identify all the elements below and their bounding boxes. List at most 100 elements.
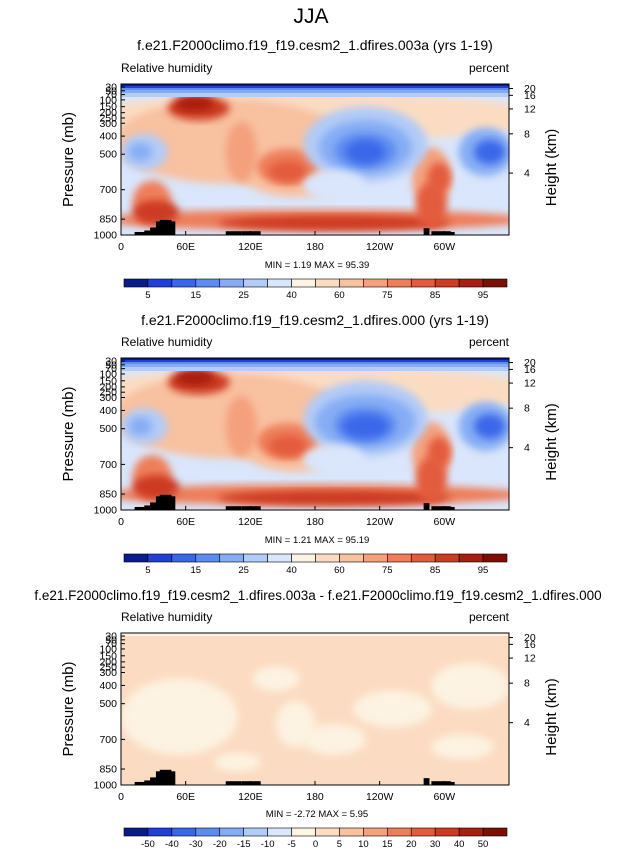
colorbar-box (387, 553, 412, 563)
terrain-block (241, 231, 261, 235)
contour-region (346, 139, 385, 165)
y-tick-label: 50 (105, 634, 117, 646)
colorbar-box (291, 827, 316, 837)
y-tick-label: 250 (99, 112, 117, 124)
terrain-block (241, 781, 261, 785)
terrain-block (134, 231, 147, 235)
contour-field (121, 633, 509, 785)
x-tick-label: 60W (434, 516, 456, 528)
min-max-stats: MIN = 1.19 MAX = 95.39 (265, 260, 370, 271)
y-tick-label: 150 (99, 101, 117, 113)
y-axis-label-right: Height (km) (543, 403, 560, 481)
units-label: percent (469, 610, 510, 624)
units-label: percent (469, 335, 510, 349)
contour-region (268, 435, 308, 457)
chart-title: f.e21.F2000climo.f19_f19.cesm2_1.dfires.… (141, 312, 489, 328)
colorbar-box (434, 827, 460, 837)
y-tick-label: 70 (105, 363, 117, 375)
terrain-block (423, 503, 430, 510)
y-tick-label: 100 (99, 368, 117, 380)
colorbar-label: 60 (334, 565, 345, 576)
y-tick-label: 30 (105, 356, 117, 368)
colorbar-label: 25 (238, 290, 249, 301)
contour-region (268, 161, 308, 183)
diff-region (431, 734, 494, 760)
diff-region (353, 690, 432, 728)
y-tick-label: 700 (99, 184, 117, 196)
colorbar-label: -20 (213, 839, 227, 850)
terrain-block (144, 505, 153, 510)
height-tick-label: 12 (524, 378, 536, 390)
x-tick-label: 60W (434, 241, 456, 253)
colorbar-box (363, 553, 388, 563)
y-tick-label: 100 (99, 94, 117, 106)
colorbar-box (243, 553, 268, 563)
height-tick-label: 12 (524, 653, 536, 665)
colorbar-box (458, 827, 484, 837)
y-tick-label: 70 (105, 638, 117, 650)
colorbar-box (315, 553, 340, 563)
colorbar-box (123, 278, 149, 288)
y-tick-label: 850 (99, 214, 117, 226)
height-tick-label: 20 (524, 83, 536, 95)
contour-field (121, 358, 509, 510)
y-tick-label: 850 (99, 764, 117, 776)
colorbar-box (219, 827, 244, 837)
height-tick-label: 8 (524, 678, 530, 690)
y-axis-label: Pressure (mb) (60, 386, 77, 481)
contour-region (303, 444, 366, 476)
y-tick-label: 150 (99, 375, 117, 387)
colorbar-box (147, 827, 173, 837)
colorbar-label: 10 (358, 839, 369, 850)
y-tick-label: 300 (99, 667, 117, 679)
x-tick-label: 120E (238, 791, 263, 803)
strat-band (121, 364, 509, 367)
colorbar: 5 15 25 40 60 75 85 95 (123, 553, 508, 576)
colorbar-box (291, 553, 316, 563)
colorbar-box (410, 553, 436, 563)
y-tick-label: 700 (99, 459, 117, 471)
colorbar-box (410, 827, 436, 837)
colorbar-box (243, 278, 268, 288)
colorbar-box (458, 553, 484, 563)
colorbar-box (171, 278, 197, 288)
variable-label: Relative humidity (121, 335, 212, 349)
colorbar-label: -50 (141, 839, 155, 850)
contour-region (175, 96, 215, 112)
contour-region (132, 475, 180, 500)
height-tick-label: 4 (524, 717, 530, 729)
height-tick-label: 16 (524, 639, 536, 651)
terrain-block (431, 781, 451, 785)
colorbar-box (315, 278, 340, 288)
chart-panel-1: f.e21.F2000climo.f19_f19.cesm2_1.dfires.… (60, 37, 560, 301)
colorbar-box (387, 278, 412, 288)
y-tick-label: 30 (105, 82, 117, 94)
colorbar-label: 85 (430, 565, 441, 576)
diff-region (121, 678, 238, 755)
x-tick-label: 120W (366, 241, 394, 253)
strat-band (121, 84, 509, 86)
terrain-block (144, 230, 153, 235)
colorbar-label: 15 (382, 839, 393, 850)
colorbar-box (267, 553, 292, 563)
colorbar-box (482, 827, 508, 837)
colorbar-box (171, 827, 197, 837)
contour-region (225, 121, 257, 183)
colorbar-label: 15 (191, 290, 202, 301)
colorbar-box (195, 553, 221, 563)
height-tick-label: 8 (524, 128, 530, 140)
y-tick-label: 500 (99, 423, 117, 435)
terrain-block (159, 769, 172, 785)
x-tick-label: 180 (306, 516, 324, 528)
terrain-block (423, 778, 430, 785)
height-tick-label: 8 (524, 403, 530, 415)
colorbar-label: 15 (191, 565, 202, 576)
colorbar-label: 95 (478, 565, 489, 576)
terrain-block (241, 506, 261, 510)
colorbar-box (291, 278, 316, 288)
terrain-block (423, 228, 430, 235)
height-tick-label: 20 (524, 357, 536, 369)
y-tick-label: 50 (105, 85, 117, 97)
chart-panel-2: f.e21.F2000climo.f19_f19.cesm2_1.dfires.… (60, 312, 560, 576)
terrain-block (159, 219, 172, 235)
